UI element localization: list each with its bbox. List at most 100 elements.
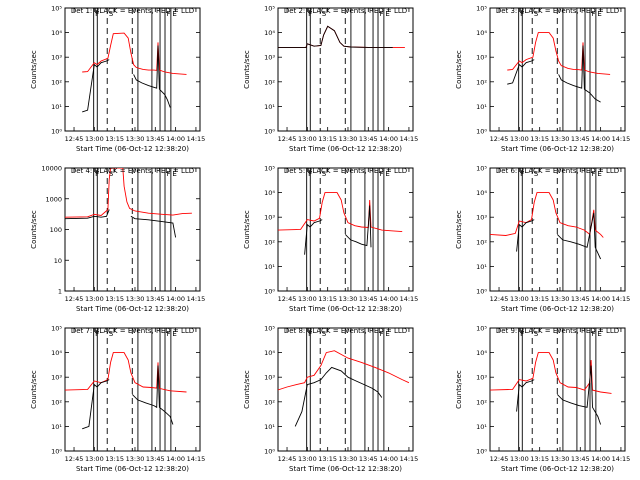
y-tick-label: 10⁴ (264, 29, 275, 37)
x-axis-label: Start Time (06-Oct-12 12:38:20) (76, 305, 189, 313)
y-axis-label: Counts/sec (455, 210, 463, 249)
panel-title: Det 9: BLACK = Events, RED = LLD (496, 327, 619, 335)
series-line-black (65, 209, 177, 238)
y-tick-label: 10³ (51, 374, 62, 382)
x-tick-label: 13:00 (510, 455, 529, 463)
x-tick-label: 13:15 (318, 455, 337, 463)
x-tick-label: 14:00 (591, 455, 610, 463)
series-line-red (278, 192, 403, 233)
x-tick-label: 13:45 (571, 455, 590, 463)
x-tick-label: 14:15 (187, 135, 206, 143)
y-tick-label: 10² (476, 78, 487, 86)
x-axis-label: Start Time (06-Oct-12 12:38:20) (501, 305, 614, 313)
event-marker-label: F (167, 10, 171, 18)
panel-4: 1 10 100 1000 10000 12:45 13:00 13:15 13:30 13:45… (30, 165, 205, 314)
event-marker-label: F (167, 330, 171, 338)
x-tick-label: 13:00 (510, 135, 529, 143)
y-tick-label: 10⁴ (264, 189, 275, 197)
panel-6: 10⁰ 10¹ 10² 10³ 10⁴ 10⁵ 12:45 13:00 13:15 13:30 13… (455, 165, 630, 314)
x-axis-label: Start Time (06-Oct-12 12:38:20) (501, 145, 614, 153)
y-tick-label: 10² (51, 78, 62, 86)
y-tick-label: 10⁰ (476, 128, 487, 136)
x-tick-label: 14:00 (591, 135, 610, 143)
series-line-red (65, 168, 192, 218)
x-tick-label: 14:15 (400, 455, 419, 463)
event-marker-label: E (597, 170, 601, 178)
y-tick-label: 10⁰ (476, 288, 487, 296)
x-tick-label: 14:15 (612, 295, 631, 303)
event-marker-label: S (534, 10, 539, 18)
series-line-black (82, 365, 174, 430)
x-tick-label: 13:45 (359, 455, 378, 463)
x-tick-label: 14:15 (612, 135, 631, 143)
panel-title: Det 1: BLACK = Events, RED = LLD (71, 7, 194, 15)
event-marker-label: E (385, 330, 389, 338)
y-tick-label: 10³ (476, 214, 487, 222)
x-axis-label: Start Time (06-Oct-12 12:38:20) (289, 305, 402, 313)
event-marker-label: F (380, 330, 384, 338)
x-tick-label: 14:00 (166, 455, 185, 463)
y-tick-label: 10⁴ (51, 29, 62, 37)
x-tick-label: 13:30 (551, 135, 570, 143)
x-tick-label: 13:15 (530, 455, 549, 463)
x-tick-label: 14:00 (379, 135, 398, 143)
event-marker-label: E (597, 10, 601, 18)
x-tick-label: 12:45 (278, 295, 297, 303)
y-tick-label: 10³ (264, 54, 275, 62)
y-tick-label: 10³ (264, 374, 275, 382)
y-tick-label: 10² (476, 238, 487, 246)
event-marker-label: S (534, 330, 539, 338)
x-tick-label: 13:00 (85, 135, 104, 143)
series-line-black (82, 45, 171, 113)
x-tick-label: 13:45 (146, 135, 165, 143)
event-marker-label: E (597, 330, 601, 338)
x-tick-label: 13:30 (339, 135, 358, 143)
y-tick-label: 10² (476, 398, 487, 406)
panel-title: Det 8: BLACK = Events, RED = LLD (284, 327, 407, 335)
x-tick-label: 13:30 (126, 295, 145, 303)
panel-title: Det 6: BLACK = Events, RED = LLD (496, 167, 619, 175)
x-tick-label: 13:30 (551, 295, 570, 303)
y-tick-label: 10⁰ (264, 288, 275, 296)
y-axis-label: Counts/sec (30, 210, 38, 249)
y-axis-label: Counts/sec (243, 210, 251, 249)
y-tick-label: 100 (50, 226, 62, 234)
x-tick-label: 14:15 (187, 455, 206, 463)
x-tick-label: 12:45 (490, 295, 509, 303)
y-tick-label: 10⁵ (476, 325, 487, 333)
series-line-black (507, 45, 601, 103)
y-tick-label: 10² (51, 398, 62, 406)
x-tick-label: 12:45 (278, 455, 297, 463)
x-tick-label: 14:00 (166, 295, 185, 303)
x-tick-label: 13:45 (359, 135, 378, 143)
y-tick-label: 10⁴ (51, 349, 62, 357)
series-line-red (490, 192, 604, 238)
x-tick-label: 13:15 (105, 455, 124, 463)
x-axis-label: Start Time (06-Oct-12 12:38:20) (289, 145, 402, 153)
panel-5: 10⁰ 10¹ 10² 10³ 10⁴ 10⁵ 12:45 13:00 13:15 13:30 13… (243, 165, 418, 314)
panel-3: 10⁰ 10¹ 10² 10³ 10⁴ 10⁵ 12:45 13:00 13:15 13:30 13… (455, 5, 630, 154)
x-tick-label: 13:00 (510, 295, 529, 303)
y-tick-label: 10⁰ (51, 128, 62, 136)
y-tick-label: 10⁴ (476, 29, 487, 37)
x-axis-label: Start Time (06-Oct-12 12:38:20) (289, 465, 402, 473)
y-tick-label: 10¹ (476, 103, 487, 111)
x-tick-label: 13:00 (298, 135, 317, 143)
y-axis-label: Counts/sec (30, 50, 38, 89)
x-tick-label: 13:45 (359, 295, 378, 303)
y-tick-label: 10² (264, 398, 275, 406)
event-marker-label: F (167, 170, 171, 178)
x-tick-label: 12:45 (490, 135, 509, 143)
panel-title: Det 7: BLACK = Events, RED = LLD (71, 327, 194, 335)
x-tick-label: 12:45 (490, 455, 509, 463)
x-tick-label: 13:15 (318, 135, 337, 143)
event-marker-label: S (322, 170, 327, 178)
y-tick-label: 10¹ (264, 103, 275, 111)
x-tick-label: 14:15 (400, 135, 419, 143)
y-tick-label: 10⁵ (476, 165, 487, 173)
y-tick-label: 10000 (41, 165, 62, 173)
y-axis-label: Counts/sec (30, 370, 38, 409)
y-tick-label: 10⁵ (51, 325, 62, 333)
x-tick-label: 13:00 (298, 295, 317, 303)
x-tick-label: 14:00 (379, 295, 398, 303)
